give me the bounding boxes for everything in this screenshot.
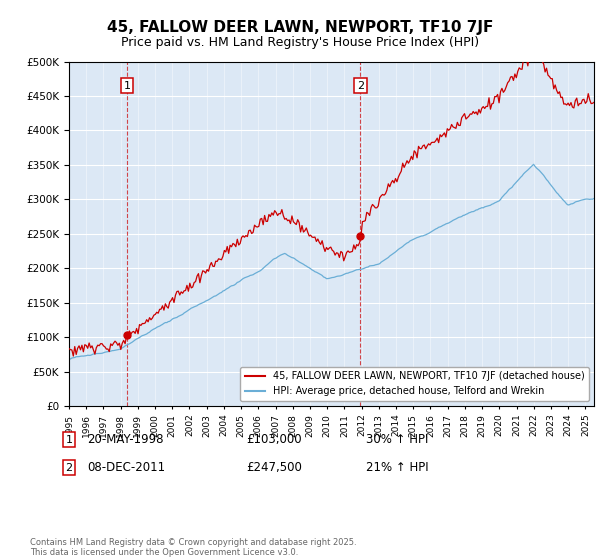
Text: 45, FALLOW DEER LAWN, NEWPORT, TF10 7JF: 45, FALLOW DEER LAWN, NEWPORT, TF10 7JF bbox=[107, 20, 493, 35]
Text: 20-MAY-1998: 20-MAY-1998 bbox=[87, 433, 163, 446]
Text: 1: 1 bbox=[124, 81, 131, 91]
Text: £247,500: £247,500 bbox=[246, 461, 302, 474]
Legend: 45, FALLOW DEER LAWN, NEWPORT, TF10 7JF (detached house), HPI: Average price, de: 45, FALLOW DEER LAWN, NEWPORT, TF10 7JF … bbox=[241, 367, 589, 401]
Text: 21% ↑ HPI: 21% ↑ HPI bbox=[366, 461, 428, 474]
Text: 2: 2 bbox=[65, 463, 73, 473]
Text: 2: 2 bbox=[357, 81, 364, 91]
Text: Price paid vs. HM Land Registry's House Price Index (HPI): Price paid vs. HM Land Registry's House … bbox=[121, 36, 479, 49]
Text: 1: 1 bbox=[65, 435, 73, 445]
Text: 30% ↑ HPI: 30% ↑ HPI bbox=[366, 433, 428, 446]
Text: 08-DEC-2011: 08-DEC-2011 bbox=[87, 461, 165, 474]
Text: Contains HM Land Registry data © Crown copyright and database right 2025.
This d: Contains HM Land Registry data © Crown c… bbox=[30, 538, 356, 557]
Text: £103,000: £103,000 bbox=[246, 433, 302, 446]
